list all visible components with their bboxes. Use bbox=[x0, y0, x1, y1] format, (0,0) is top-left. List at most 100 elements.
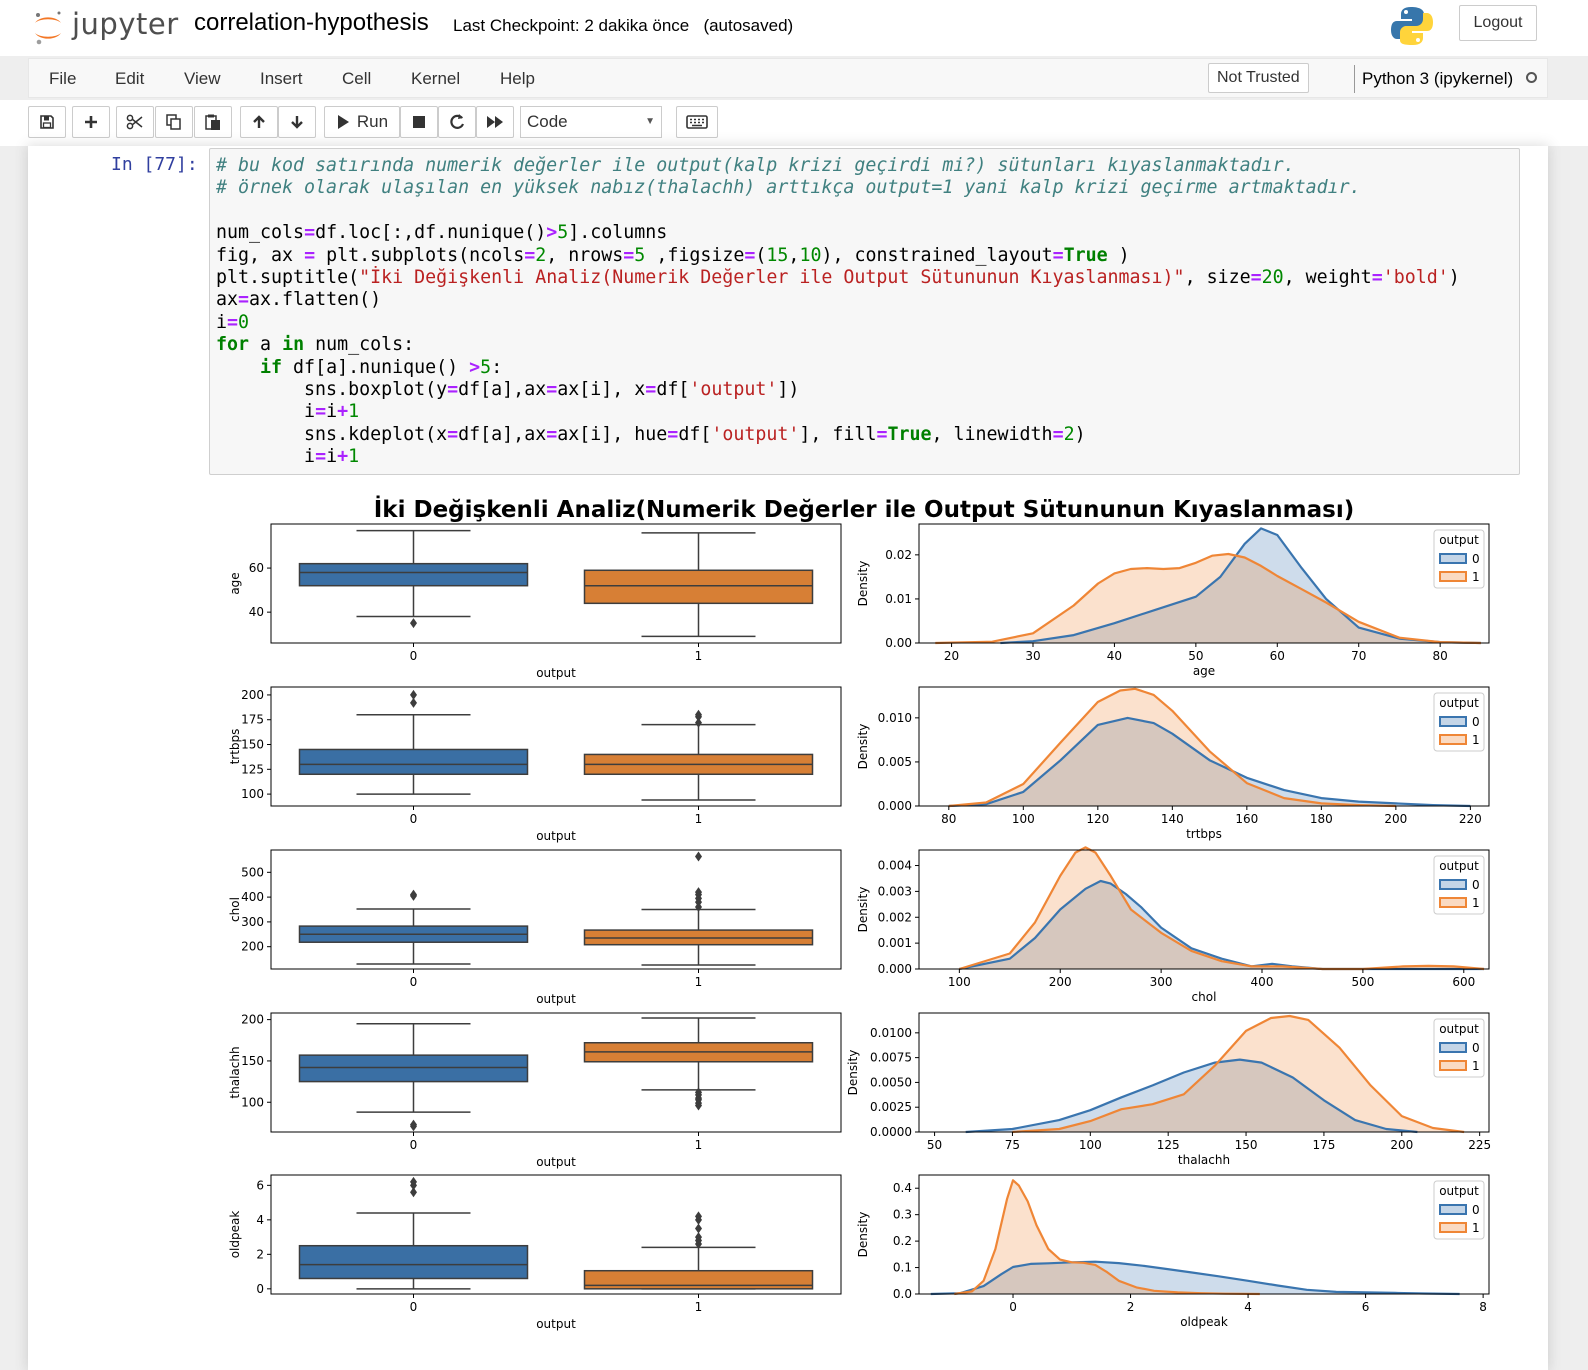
code-token: = bbox=[645, 379, 657, 401]
legend-swatch-1 bbox=[1439, 571, 1467, 582]
code-token: sns.kdeplot(x bbox=[216, 423, 448, 445]
code-cell-editor[interactable]: # bu kod satırında numerik değerler ile … bbox=[209, 148, 1520, 475]
save-button[interactable] bbox=[28, 106, 66, 138]
menu-insert[interactable]: Insert bbox=[260, 69, 303, 88]
code-token: = bbox=[876, 423, 888, 445]
code-token: 0 bbox=[238, 311, 250, 333]
run-button[interactable]: Run bbox=[324, 106, 400, 138]
cut-button[interactable] bbox=[116, 106, 154, 138]
y-tick-label: 150 bbox=[241, 738, 264, 752]
legend-label: 1 bbox=[1472, 1059, 1480, 1073]
code-token: df[a],ax bbox=[458, 423, 547, 445]
notebook-container: In [77]: # bu kod satırında numerik değe… bbox=[28, 146, 1548, 1370]
box-iqr bbox=[583, 569, 814, 605]
box-plot-frame bbox=[270, 686, 842, 807]
x-tick-label: 180 bbox=[1310, 812, 1333, 826]
legend-swatch-0 bbox=[1439, 879, 1467, 890]
y-tick-label: 0.4 bbox=[893, 1181, 912, 1195]
kernel-name[interactable]: Python 3 (ipykernel) bbox=[1362, 69, 1514, 88]
notebook-title[interactable]: correlation-hypothesis bbox=[194, 9, 429, 36]
x-tick-label: 160 bbox=[1235, 812, 1258, 826]
kde-line-series-1 bbox=[954, 1179, 1260, 1296]
legend-label: 1 bbox=[1472, 733, 1480, 747]
insert-cell-button[interactable] bbox=[72, 106, 110, 138]
code-token: ax[i], hue bbox=[557, 423, 668, 445]
restart-run-all-button[interactable] bbox=[476, 106, 514, 138]
paste-button[interactable] bbox=[194, 106, 232, 138]
copy-button[interactable] bbox=[155, 106, 193, 138]
kde-area-series-0 bbox=[965, 1059, 1418, 1132]
jupyter-logo[interactable]: jupyter bbox=[30, 6, 180, 48]
menu-view[interactable]: View bbox=[184, 69, 221, 88]
y-tick-label: 0.010 bbox=[878, 711, 912, 725]
x-tick-label: 0 bbox=[410, 649, 418, 663]
legend-swatch-0 bbox=[1439, 1042, 1467, 1053]
menu-file[interactable]: File bbox=[49, 69, 77, 88]
run-label: Run bbox=[356, 112, 389, 131]
box-outlier bbox=[410, 889, 417, 900]
chevron-down-icon: ▼ bbox=[645, 116, 655, 127]
kde-line-series-0 bbox=[948, 716, 1471, 808]
code-token: = bbox=[447, 379, 459, 401]
code-token: = bbox=[315, 401, 327, 423]
menu-kernel[interactable]: Kernel bbox=[411, 69, 461, 88]
checkpoint-text: Last Checkpoint: 2 dakika önce bbox=[453, 16, 690, 35]
menu-edit[interactable]: Edit bbox=[115, 69, 145, 88]
y-tick-label: 0.004 bbox=[878, 859, 912, 873]
legend-box bbox=[1433, 855, 1485, 915]
restart-button[interactable] bbox=[438, 106, 476, 138]
kde-area-series-0 bbox=[1000, 528, 1481, 643]
code-token: = bbox=[546, 379, 558, 401]
x-tick-label: 0 bbox=[410, 975, 418, 989]
x-tick-label: 60 bbox=[1270, 649, 1285, 663]
move-down-button[interactable] bbox=[278, 106, 316, 138]
not-trusted-indicator[interactable]: Not Trusted bbox=[1208, 63, 1309, 93]
x-tick-label: 80 bbox=[941, 812, 956, 826]
jupyter-logo-icon bbox=[35, 11, 61, 45]
x-axis-label: trtbps bbox=[1186, 827, 1222, 841]
x-tick-label: 1 bbox=[695, 975, 703, 989]
legend-box bbox=[1433, 692, 1485, 752]
x-tick-label: 1 bbox=[695, 649, 703, 663]
x-tick-label: 0 bbox=[1009, 1300, 1017, 1314]
cell-type-select[interactable]: Code ▼ bbox=[520, 106, 662, 138]
y-tick-label: 0.00 bbox=[885, 636, 912, 650]
code-token: 5 bbox=[480, 356, 492, 378]
code-token: # bu kod satırında numerik değerler ile … bbox=[216, 155, 1295, 176]
legend-label: 0 bbox=[1472, 715, 1480, 729]
code-token: : bbox=[491, 356, 503, 378]
code-token: = bbox=[1371, 267, 1383, 289]
code-token: a bbox=[249, 334, 283, 356]
code-token: "İki Değişkenli Analiz(Numerik Değerler … bbox=[359, 267, 1185, 289]
x-tick-label: 150 bbox=[1235, 1138, 1258, 1152]
code-token: = bbox=[623, 244, 635, 266]
code-token: ,figsize bbox=[645, 244, 745, 266]
y-axis-label: oldpeak bbox=[228, 1211, 242, 1259]
x-tick-label: 2 bbox=[1127, 1300, 1135, 1314]
code-line: plt.suptitle("İki Değişkenli Analiz(Nume… bbox=[216, 267, 1460, 288]
y-tick-label: 100 bbox=[241, 1095, 264, 1109]
x-tick-label: 0 bbox=[410, 1300, 418, 1314]
box-outlier bbox=[410, 1187, 417, 1198]
kde-area-series-1 bbox=[948, 688, 1396, 806]
x-tick-label: 125 bbox=[1157, 1138, 1180, 1152]
interrupt-button[interactable] bbox=[400, 106, 438, 138]
box-outlier bbox=[695, 1232, 702, 1243]
move-up-button[interactable] bbox=[240, 106, 278, 138]
y-tick-label: 0.0000 bbox=[870, 1125, 912, 1139]
y-tick-label: 0 bbox=[256, 1282, 264, 1296]
y-tick-label: 0.005 bbox=[878, 755, 912, 769]
menu-cell[interactable]: Cell bbox=[342, 69, 372, 88]
command-palette-button[interactable] bbox=[676, 106, 718, 138]
y-axis-label: Density bbox=[856, 1212, 870, 1258]
code-line: fig, ax = plt.subplots(ncols=2, nrows=5 … bbox=[216, 245, 1130, 266]
legend-swatch-0 bbox=[1439, 716, 1467, 727]
code-line: if df[a].nunique() >5: bbox=[216, 357, 502, 378]
code-token: 15 bbox=[766, 244, 789, 266]
box-iqr bbox=[298, 1244, 529, 1280]
logout-button[interactable]: Logout bbox=[1459, 5, 1537, 41]
menubar: File Edit View Insert Cell Kernel Help N… bbox=[28, 58, 1548, 98]
menu-help[interactable]: Help bbox=[500, 69, 535, 88]
code-token: i bbox=[216, 446, 316, 468]
box-plot-frame bbox=[270, 523, 842, 644]
